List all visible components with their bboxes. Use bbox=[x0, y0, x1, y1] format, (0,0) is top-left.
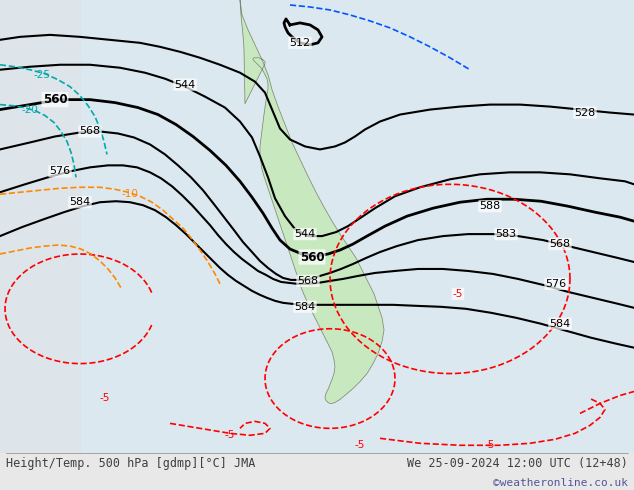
Text: 584: 584 bbox=[294, 302, 316, 312]
Text: 528: 528 bbox=[574, 108, 595, 118]
Text: 584: 584 bbox=[69, 197, 91, 207]
Text: -20: -20 bbox=[22, 104, 39, 115]
Text: -25: -25 bbox=[34, 70, 51, 80]
Text: 512: 512 bbox=[290, 38, 311, 48]
Text: 576: 576 bbox=[49, 166, 70, 176]
Polygon shape bbox=[0, 0, 80, 453]
Text: 583: 583 bbox=[495, 229, 517, 239]
Text: 544: 544 bbox=[294, 229, 316, 239]
Text: 568: 568 bbox=[297, 276, 318, 286]
Text: 568: 568 bbox=[79, 126, 101, 137]
Text: ©weatheronline.co.uk: ©weatheronline.co.uk bbox=[493, 478, 628, 488]
Text: 560: 560 bbox=[300, 250, 325, 264]
Text: -5: -5 bbox=[225, 430, 235, 441]
Text: 544: 544 bbox=[174, 80, 196, 90]
Polygon shape bbox=[0, 0, 634, 453]
Text: -10: -10 bbox=[122, 189, 138, 199]
Text: 588: 588 bbox=[479, 201, 501, 211]
Text: 560: 560 bbox=[42, 93, 67, 106]
Text: We 25-09-2024 12:00 UTC (12+48): We 25-09-2024 12:00 UTC (12+48) bbox=[407, 457, 628, 469]
Text: -5: -5 bbox=[485, 441, 495, 450]
Text: 584: 584 bbox=[550, 319, 571, 329]
Text: 568: 568 bbox=[550, 239, 571, 249]
Text: 576: 576 bbox=[545, 279, 567, 289]
Text: -5: -5 bbox=[453, 289, 463, 299]
Text: -5: -5 bbox=[100, 393, 110, 403]
Text: Height/Temp. 500 hPa [gdmp][°C] JMA: Height/Temp. 500 hPa [gdmp][°C] JMA bbox=[6, 457, 256, 469]
Text: -5: -5 bbox=[355, 441, 365, 450]
Polygon shape bbox=[240, 0, 384, 403]
